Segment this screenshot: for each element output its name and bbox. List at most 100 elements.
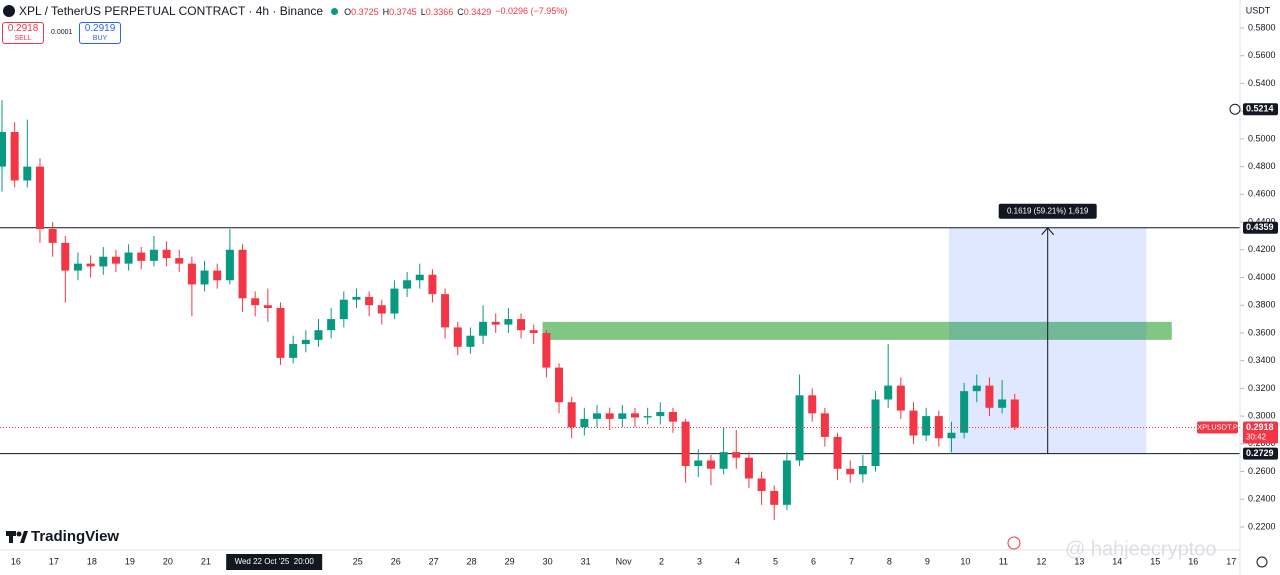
y-tick-label: 0.3000 bbox=[1248, 410, 1276, 420]
y-tick-label: 0.2600 bbox=[1248, 466, 1276, 476]
candle-body bbox=[276, 307, 285, 358]
buy-label: BUY bbox=[92, 35, 108, 42]
ohlc-key: L bbox=[420, 7, 426, 17]
candle-body bbox=[884, 385, 893, 400]
candle-body bbox=[605, 413, 614, 419]
x-tick-label: 30 bbox=[543, 556, 553, 566]
candle-body bbox=[441, 294, 450, 328]
candle-body bbox=[542, 332, 551, 368]
candle-body bbox=[934, 416, 943, 439]
candle-body bbox=[567, 402, 576, 428]
change: −0.0296 (−7.95%) bbox=[495, 6, 568, 16]
candle-body bbox=[719, 452, 728, 469]
candle-body bbox=[175, 258, 184, 264]
candle-body bbox=[1010, 399, 1019, 428]
x-tick-label: 27 bbox=[429, 556, 439, 566]
candle-body bbox=[453, 327, 462, 347]
y-tick-label: 0.5800 bbox=[1248, 22, 1276, 32]
candle-body bbox=[846, 468, 855, 475]
candle-body bbox=[137, 252, 146, 261]
candle-body bbox=[972, 385, 981, 392]
candle-body bbox=[415, 274, 424, 281]
x-tick-label: 20 bbox=[163, 556, 173, 566]
y-tick-label: 0.4200 bbox=[1248, 244, 1276, 254]
settings-icon[interactable] bbox=[1256, 556, 1268, 568]
x-tick-label: 28 bbox=[467, 556, 477, 566]
x-tick-label: 4 bbox=[735, 556, 740, 566]
overlays: 0.1619 (59.21%) 1,619 0.4359 0.2729 XPLUSDT… bbox=[226, 103, 1278, 570]
candle-body bbox=[757, 478, 766, 491]
market-status bbox=[331, 7, 339, 15]
x-tick-label: 14 bbox=[1112, 556, 1122, 566]
plot: 0.58000.56000.54000.52000.50000.48000.46… bbox=[0, 22, 1276, 566]
ohlc-key: C bbox=[457, 7, 464, 17]
candle-body bbox=[479, 321, 488, 336]
sell-button[interactable]: 0.2918 SELL bbox=[2, 22, 44, 44]
candle-body bbox=[833, 436, 842, 469]
candle-body bbox=[871, 399, 880, 467]
symbol-title: XPL / TetherUS PERPETUAL CONTRACT · 4h ·… bbox=[19, 4, 324, 18]
x-tick-label: 19 bbox=[125, 556, 135, 566]
buy-button[interactable]: 0.2919 BUY bbox=[79, 22, 121, 44]
ohlc-legend: O0.3725 H0.3745 L0.3366 C0.3429 bbox=[344, 4, 495, 18]
x-tick-label: 10 bbox=[960, 556, 970, 566]
candle-body bbox=[200, 270, 209, 285]
x-tick-label: 7 bbox=[849, 556, 854, 566]
candle-body bbox=[149, 249, 158, 261]
level-label: 0.2729 bbox=[1246, 448, 1274, 458]
x-tick-label: 8 bbox=[887, 556, 892, 566]
x-tick-label: 5 bbox=[773, 556, 778, 566]
x-tick-label: 16 bbox=[1188, 556, 1198, 566]
y-tick-label: 0.2200 bbox=[1248, 521, 1276, 531]
candle-body bbox=[782, 460, 791, 505]
candle-body bbox=[466, 335, 475, 347]
symbol-badge bbox=[1197, 421, 1238, 434]
candle-body bbox=[593, 413, 602, 419]
x-tick-label: 16 bbox=[11, 556, 21, 566]
buy-price: 0.2919 bbox=[84, 23, 116, 34]
candle-body bbox=[985, 385, 994, 408]
candle-body bbox=[618, 413, 627, 419]
countdown: 30:42 bbox=[1246, 433, 1267, 442]
candle-body bbox=[61, 242, 70, 271]
sell-label: SELL bbox=[14, 35, 32, 42]
candle-body bbox=[580, 418, 589, 428]
candle-body bbox=[23, 166, 32, 181]
ohlc-value: 0.3429 bbox=[463, 7, 492, 17]
candle-body bbox=[922, 416, 931, 436]
x-tick-label: 13 bbox=[1074, 556, 1084, 566]
y-tick-label: 0.4400 bbox=[1248, 216, 1276, 226]
x-tick-label: 2 bbox=[659, 556, 664, 566]
measure-label: 0.1619 (59.21%) 1,619 bbox=[1007, 206, 1089, 215]
candle-body bbox=[73, 263, 82, 271]
level-label: 0.4359 bbox=[1246, 222, 1274, 232]
y-tick-label: 0.2400 bbox=[1248, 494, 1276, 504]
crosshair-price-bg bbox=[1243, 103, 1278, 116]
candle-body bbox=[403, 280, 412, 289]
supply-zone bbox=[542, 321, 1172, 340]
candle-body bbox=[694, 460, 703, 467]
x-tick-label: 11 bbox=[999, 556, 1008, 566]
ohlc-value: 0.3366 bbox=[425, 7, 454, 17]
candle-body bbox=[238, 249, 247, 299]
last-price-badge bbox=[1243, 421, 1278, 444]
candle-body bbox=[706, 460, 715, 469]
sell-price: 0.2918 bbox=[7, 23, 39, 34]
ohlc-value: 0.3725 bbox=[351, 7, 379, 17]
candle-body bbox=[99, 256, 108, 267]
candle-body bbox=[858, 466, 867, 475]
candle-body bbox=[820, 413, 829, 437]
x-tick-label: 9 bbox=[925, 556, 930, 566]
candle-body bbox=[48, 228, 57, 243]
candle-body bbox=[327, 319, 336, 331]
currency: USDT bbox=[1246, 5, 1271, 15]
crosshair-price: 0.5214 bbox=[1246, 104, 1274, 114]
logo-icon bbox=[16, 531, 22, 537]
candle-body bbox=[504, 319, 513, 325]
candle-body bbox=[896, 385, 905, 411]
candle-body bbox=[0, 131, 6, 167]
candle-body bbox=[960, 391, 969, 433]
candle-body bbox=[377, 305, 386, 314]
